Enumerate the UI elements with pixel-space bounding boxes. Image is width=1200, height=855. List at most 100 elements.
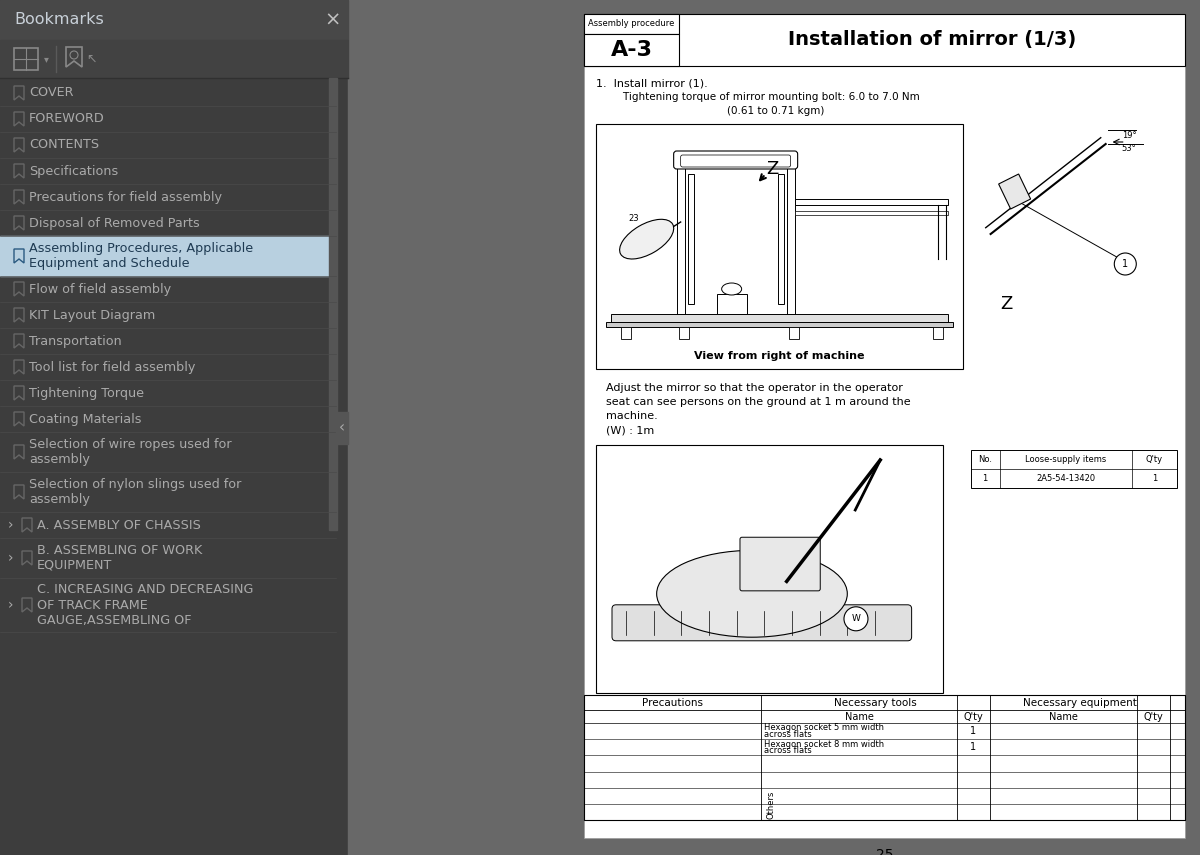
Text: ▾: ▾ bbox=[44, 54, 49, 64]
Text: assembly: assembly bbox=[29, 492, 90, 505]
Bar bbox=[716, 294, 746, 314]
Bar bbox=[606, 322, 953, 327]
Bar bbox=[622, 327, 631, 339]
Bar bbox=[329, 78, 337, 530]
Ellipse shape bbox=[656, 551, 847, 637]
Text: Precautions: Precautions bbox=[642, 698, 703, 707]
Text: Hexagon socket 8 mm width: Hexagon socket 8 mm width bbox=[764, 740, 884, 748]
Bar bbox=[584, 34, 679, 66]
FancyBboxPatch shape bbox=[673, 151, 798, 169]
FancyBboxPatch shape bbox=[740, 537, 821, 591]
Circle shape bbox=[1115, 253, 1136, 275]
Polygon shape bbox=[998, 174, 1031, 209]
Text: across flats: across flats bbox=[764, 730, 812, 739]
Text: Q'ty: Q'ty bbox=[1146, 455, 1163, 464]
Text: Bookmarks: Bookmarks bbox=[14, 13, 103, 27]
Text: Tightening torque of mirror mounting bolt: 6.0 to 7.0 Nm: Tightening torque of mirror mounting bol… bbox=[610, 92, 919, 102]
Text: 1: 1 bbox=[970, 742, 977, 752]
Text: No.: No. bbox=[978, 455, 992, 464]
Bar bbox=[971, 450, 1177, 488]
Text: Others: Others bbox=[767, 791, 775, 819]
Bar bbox=[14, 48, 38, 70]
Text: Coating Materials: Coating Materials bbox=[29, 412, 142, 426]
Ellipse shape bbox=[619, 219, 673, 259]
Text: Loose-supply items: Loose-supply items bbox=[1025, 455, 1106, 464]
Text: View from right of machine: View from right of machine bbox=[694, 351, 864, 361]
Text: OF TRACK FRAME: OF TRACK FRAME bbox=[37, 598, 148, 611]
Text: Name: Name bbox=[1049, 711, 1078, 722]
Text: KIT Layout Diagram: KIT Layout Diagram bbox=[29, 309, 155, 321]
Text: CONTENTS: CONTENTS bbox=[29, 139, 100, 151]
Text: Installation of mirror (1/3): Installation of mirror (1/3) bbox=[788, 31, 1076, 50]
Text: 1: 1 bbox=[983, 474, 988, 483]
Text: Adjust the mirror so that the operator in the operator: Adjust the mirror so that the operator i… bbox=[606, 383, 902, 393]
Bar bbox=[932, 327, 943, 339]
Text: 2A5-54-13420: 2A5-54-13420 bbox=[1036, 474, 1096, 483]
Bar bbox=[584, 14, 1186, 838]
Text: Assembling Procedures, Applicable: Assembling Procedures, Applicable bbox=[29, 242, 253, 256]
Text: Q'ty: Q'ty bbox=[964, 711, 983, 722]
Text: ›: › bbox=[8, 551, 13, 565]
Text: Disposal of Removed Parts: Disposal of Removed Parts bbox=[29, 216, 199, 229]
Text: ×: × bbox=[325, 10, 341, 30]
Text: ↖: ↖ bbox=[86, 52, 96, 66]
Bar bbox=[794, 211, 948, 215]
Bar bbox=[584, 14, 1186, 66]
Text: Precautions for field assembly: Precautions for field assembly bbox=[29, 191, 222, 203]
Text: (W) : 1m: (W) : 1m bbox=[606, 425, 654, 435]
Text: machine.: machine. bbox=[606, 411, 658, 421]
Bar bbox=[788, 327, 799, 339]
Text: 1: 1 bbox=[970, 726, 977, 736]
Text: ›: › bbox=[8, 598, 13, 612]
Text: ‹: ‹ bbox=[340, 421, 346, 435]
Text: seat can see persons on the ground at 1 m around the: seat can see persons on the ground at 1 … bbox=[606, 397, 911, 407]
Bar bbox=[348, 0, 1200, 855]
Bar bbox=[584, 14, 679, 34]
Text: Flow of field assembly: Flow of field assembly bbox=[29, 282, 172, 296]
Text: 1: 1 bbox=[1122, 259, 1128, 269]
Bar bbox=[679, 327, 689, 339]
Bar bbox=[688, 174, 694, 304]
Text: Specifications: Specifications bbox=[29, 164, 119, 178]
Text: (0.61 to 0.71 kgm): (0.61 to 0.71 kgm) bbox=[610, 106, 824, 116]
Text: 53°: 53° bbox=[1122, 144, 1136, 153]
Bar bbox=[336, 412, 348, 444]
Bar bbox=[611, 314, 948, 322]
Text: GAUGE,ASSEMBLING OF: GAUGE,ASSEMBLING OF bbox=[37, 614, 192, 627]
Text: Necessary tools: Necessary tools bbox=[834, 698, 917, 707]
Circle shape bbox=[844, 607, 868, 631]
Text: C. INCREASING AND DECREASING: C. INCREASING AND DECREASING bbox=[37, 583, 253, 597]
Text: 23: 23 bbox=[629, 214, 640, 223]
Text: Transportation: Transportation bbox=[29, 334, 121, 347]
Text: Necessary equipment: Necessary equipment bbox=[1022, 698, 1136, 707]
Bar bbox=[0, 0, 348, 855]
Text: Q'ty: Q'ty bbox=[1144, 711, 1163, 722]
Text: A. ASSEMBLY OF CHASSIS: A. ASSEMBLY OF CHASSIS bbox=[37, 518, 200, 532]
FancyBboxPatch shape bbox=[612, 604, 912, 640]
Text: 1: 1 bbox=[1152, 474, 1157, 483]
Text: Selection of wire ropes used for: Selection of wire ropes used for bbox=[29, 439, 232, 451]
Text: across flats: across flats bbox=[764, 746, 812, 755]
Ellipse shape bbox=[721, 283, 742, 295]
Text: 1.  Install mirror (1).: 1. Install mirror (1). bbox=[596, 78, 708, 88]
Text: Z: Z bbox=[1001, 295, 1013, 313]
Bar bbox=[787, 154, 794, 314]
Bar bbox=[0, 236, 336, 276]
Text: Hexagon socket 5 mm width: Hexagon socket 5 mm width bbox=[764, 723, 884, 733]
Text: Tightening Torque: Tightening Torque bbox=[29, 386, 144, 399]
Text: Z: Z bbox=[767, 160, 779, 178]
Bar bbox=[0, 0, 348, 40]
Text: 19°: 19° bbox=[1122, 131, 1136, 140]
Text: Selection of nylon slings used for: Selection of nylon slings used for bbox=[29, 478, 241, 492]
Bar bbox=[596, 124, 962, 369]
Text: COVER: COVER bbox=[29, 86, 73, 99]
Text: A-3: A-3 bbox=[611, 40, 653, 60]
Bar bbox=[794, 199, 948, 205]
Text: 25: 25 bbox=[876, 848, 893, 855]
Text: assembly: assembly bbox=[29, 452, 90, 466]
Bar bbox=[778, 174, 784, 304]
Text: EQUIPMENT: EQUIPMENT bbox=[37, 558, 113, 572]
Bar bbox=[677, 154, 685, 314]
Bar bbox=[0, 40, 348, 78]
Text: Tool list for field assembly: Tool list for field assembly bbox=[29, 361, 196, 374]
